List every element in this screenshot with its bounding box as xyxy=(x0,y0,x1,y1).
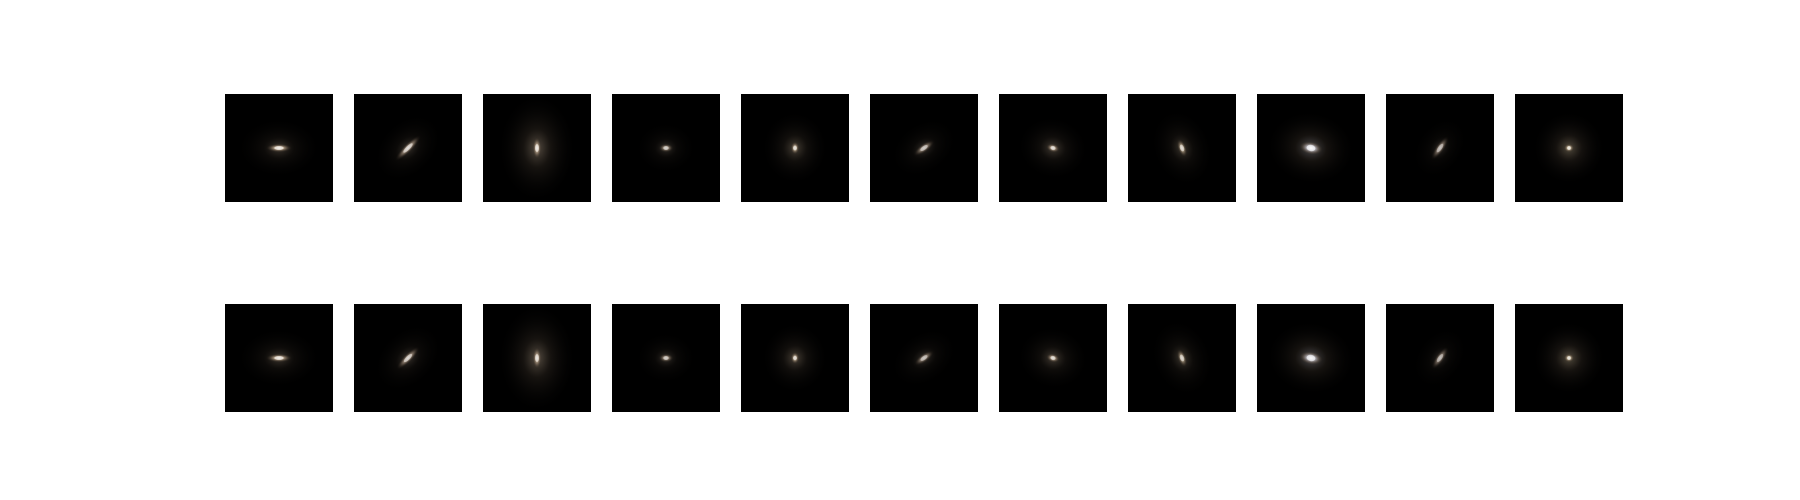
galaxy-thumbnail xyxy=(1128,304,1236,412)
galaxy-thumbnail xyxy=(354,94,462,202)
galaxy-core xyxy=(394,134,422,162)
galaxy-nucleus xyxy=(274,145,284,151)
galaxy-thumbnail xyxy=(225,304,333,412)
galaxy-thumbnail xyxy=(612,94,720,202)
galaxy-core xyxy=(532,346,542,370)
galaxy-thumbnail xyxy=(354,304,462,412)
galaxy-thumbnail xyxy=(1257,304,1365,412)
galaxy-thumbnail xyxy=(999,94,1107,202)
galaxy-thumbnail xyxy=(1128,94,1236,202)
galaxy-nucleus xyxy=(1306,354,1316,362)
galaxy-nucleus xyxy=(920,144,928,152)
galaxy-core xyxy=(658,353,674,363)
galaxy-core xyxy=(1045,143,1061,153)
galaxy-nucleus xyxy=(403,143,413,153)
galaxy-nucleus xyxy=(1050,145,1056,151)
galaxy-core xyxy=(1045,353,1061,363)
galaxy-nucleus xyxy=(663,145,669,151)
galaxy-nucleus xyxy=(1436,353,1444,363)
galaxy-thumbnail xyxy=(741,94,849,202)
galaxy-core xyxy=(790,141,800,155)
galaxy-core xyxy=(913,139,935,157)
galaxy-thumbnail xyxy=(225,94,333,202)
galaxy-thumbnail xyxy=(1386,94,1494,202)
galaxy-core xyxy=(658,143,674,153)
galaxy-nucleus xyxy=(1179,144,1185,152)
galaxy-nucleus xyxy=(1306,144,1316,152)
galaxy-nucleus xyxy=(1436,143,1444,153)
galaxy-nucleus xyxy=(792,145,798,151)
galaxy-thumbnail xyxy=(612,304,720,412)
galaxy-core xyxy=(1563,353,1575,363)
galaxy-thumbnail xyxy=(483,304,591,412)
galaxy-core xyxy=(1431,346,1449,370)
galaxy-thumbnail xyxy=(1515,94,1623,202)
galaxy-core xyxy=(1176,348,1188,368)
galaxy-core xyxy=(1176,138,1188,158)
galaxy-core xyxy=(790,351,800,365)
galaxy-thumbnail xyxy=(999,304,1107,412)
galaxy-core xyxy=(396,346,420,370)
galaxy-nucleus xyxy=(274,355,284,361)
galaxy-nucleus xyxy=(792,355,798,361)
galaxy-thumbnail xyxy=(1386,304,1494,412)
galaxy-thumbnail xyxy=(483,94,591,202)
galaxy-thumbnail xyxy=(1257,94,1365,202)
galaxy-thumbnail xyxy=(1515,304,1623,412)
galaxy-thumbnail xyxy=(741,304,849,412)
galaxy-nucleus xyxy=(534,144,540,152)
galaxy-nucleus xyxy=(1050,355,1056,361)
galaxy-core xyxy=(1430,135,1450,161)
top-row xyxy=(225,94,1623,202)
galaxy-nucleus xyxy=(403,353,413,363)
bottom-row xyxy=(225,304,1623,412)
galaxy-nucleus xyxy=(663,355,669,361)
galaxy-core xyxy=(914,350,934,366)
galaxy-nucleus xyxy=(534,354,540,362)
galaxy-thumbnail xyxy=(870,304,978,412)
galaxy-nucleus xyxy=(920,355,928,361)
galaxy-nucleus xyxy=(1179,354,1185,362)
galaxy-nucleus xyxy=(1567,145,1571,151)
galaxy-nucleus xyxy=(1567,355,1571,361)
galaxy-thumbnail xyxy=(870,94,978,202)
